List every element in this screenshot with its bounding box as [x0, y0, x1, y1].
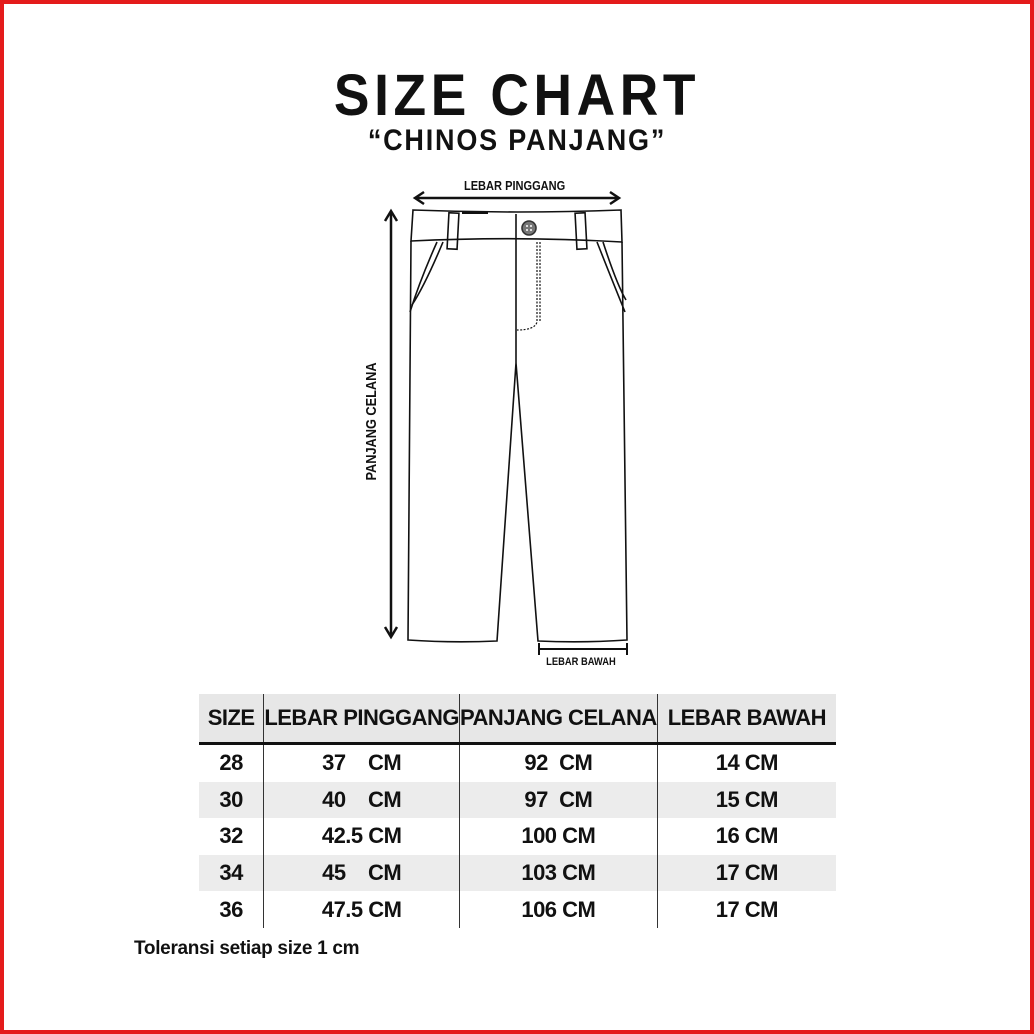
waist-arrow [412, 190, 622, 206]
cell-size: 32 [219, 823, 243, 849]
cell-size: 30 [199, 781, 264, 819]
cell-length: 103 CM [459, 854, 658, 892]
hem-label: LEBAR BAWAH [546, 656, 616, 668]
cell-length: 106 CM [459, 891, 658, 928]
pants-outline [407, 209, 628, 643]
size-table: SIZE LEBAR PINGGANG PANJANG CELANA LEBAR… [199, 694, 836, 928]
page-title: SIZE CHART [333, 63, 701, 128]
header-size: SIZE [199, 694, 264, 745]
table-row: 36 47.5 CM 106 CM 17 CM [199, 891, 836, 928]
header-length: PANJANG CELANA [459, 694, 658, 745]
page-subtitle: “CHINOS PANJANG” [367, 124, 667, 157]
cell-hem: 17 CM [656, 891, 836, 928]
button-icon [521, 220, 537, 236]
table-header-row: SIZE LEBAR PINGGANG PANJANG CELANA LEBAR… [199, 694, 836, 745]
cell-length: 100 CM [459, 818, 658, 855]
hem-bracket [538, 643, 628, 655]
table-row: 28 37 CM 92 CM 14 CM [199, 743, 836, 782]
cell-hem: 17 CM [656, 854, 836, 892]
cell-waist: 40 CM [263, 781, 460, 819]
cell-size: 28 [219, 750, 243, 776]
tolerance-note: Toleransi setiap size 1 cm [134, 938, 360, 959]
cell-waist: 45 CM [263, 854, 460, 892]
cell-length: 92 CM [459, 743, 658, 782]
cell-waist: 37 CM [263, 743, 460, 782]
table-row: 34 45 CM 103 CM 17 CM [199, 854, 836, 892]
length-arrow [383, 208, 399, 640]
cell-waist: 47.5 CM [263, 891, 460, 928]
cell-hem: 15 CM [656, 781, 836, 819]
header-hem: LEBAR BAWAH [656, 694, 836, 745]
cell-hem: 16 CM [656, 818, 836, 855]
cell-length: 97 CM [459, 781, 658, 819]
table-row: 30 40 CM 97 CM 15 CM [199, 781, 836, 819]
cell-waist: 42.5 CM [263, 818, 460, 855]
cell-hem: 14 CM [656, 743, 836, 782]
length-label: PANJANG CELANA [362, 362, 380, 481]
cell-size: 34 [199, 854, 264, 892]
header-waist: LEBAR PINGGANG [263, 694, 460, 745]
table-row: 32 42.5 CM 100 CM 16 CM [199, 818, 836, 855]
waist-label: LEBAR PINGGANG [463, 178, 566, 193]
cell-size: 36 [219, 896, 243, 922]
